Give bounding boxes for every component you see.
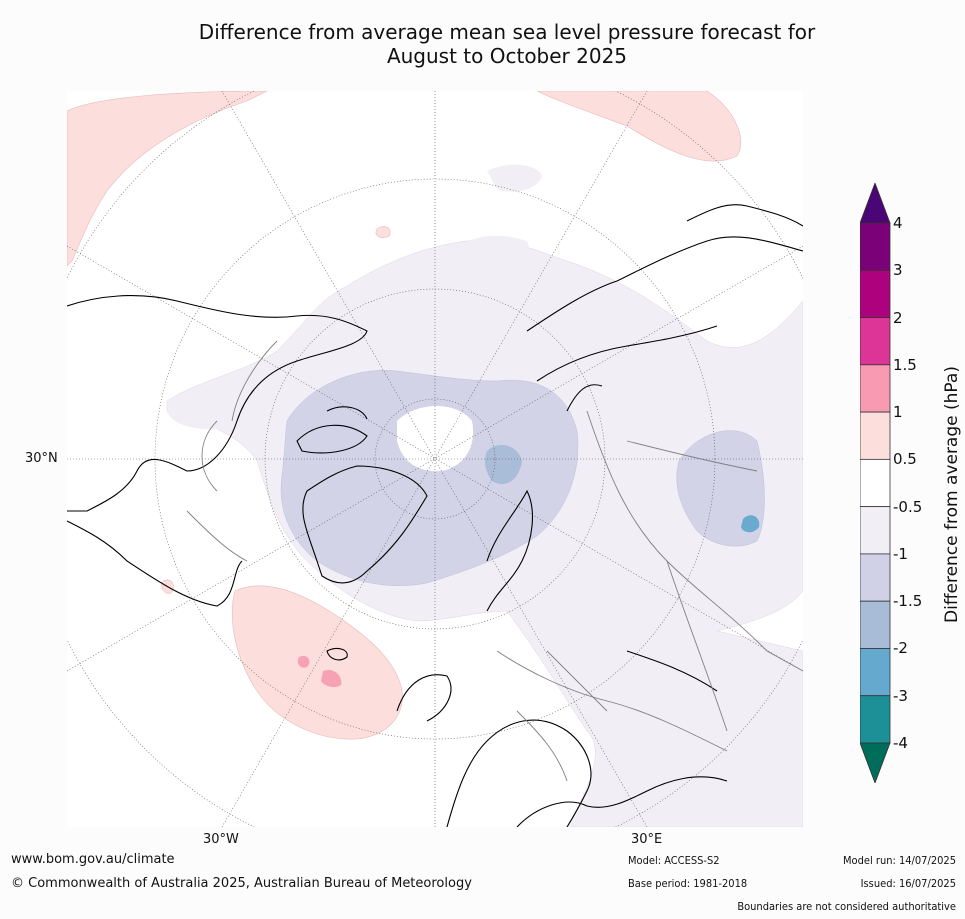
pressure-anomaly-map [67,91,803,827]
lat-label-30n: 30°N [25,451,58,466]
coastlines [67,204,803,827]
anomaly-positive-core-2 [321,669,342,688]
country-borders [186,340,803,782]
colorbar-extend-top [859,181,891,224]
colorbar-tick-label: -1 [893,544,908,563]
lon-label-30w: 30°W [203,832,239,847]
colorbar-tick-label: -3 [893,686,908,705]
colorbar-tick-label: -0.5 [893,497,923,516]
colorbar-band [859,600,891,649]
base-period-text: Base period: 1981-2018 [628,877,748,890]
model-run-text: Model run: 14/07/2025 [843,854,956,867]
colorbar-band [859,695,891,744]
anomaly-free-pole [397,406,474,472]
boundaries-note: Boundaries are not considered authoritat… [737,900,956,913]
anomaly-positive-small [375,226,391,239]
colorbar-band [859,458,891,508]
colorbar-band [859,269,891,318]
issued-text: Issued: 16/07/2025 [860,877,956,890]
anomaly-positive-north-atlantic [232,585,403,740]
anomaly-positive-core-1 [297,655,310,668]
colorbar-extend-bottom [859,742,891,785]
colorbar-tick-label: 1 [893,403,903,422]
map-canvas [67,91,803,827]
map-title: Difference from average mean sea level p… [0,20,965,68]
colorbar-band [859,648,891,697]
anomaly-positive-north-pacific [67,91,268,267]
colorbar-band [859,411,891,460]
model-text: Model: ACCESS-S2 [628,854,720,867]
anomaly-negative-moderate-asia [676,430,765,547]
anomaly-negative-weak-alaska [487,164,542,192]
website-link[interactable]: www.bom.gov.au/climate [11,852,175,867]
anomaly-positive-north-atlantic-north [536,91,741,162]
colorbar-band [859,364,891,413]
title-line-2: August to October 2025 [386,44,628,68]
colorbar-band [859,553,891,602]
copyright-text: © Commonwealth of Australia 2025, Austra… [11,876,472,891]
colorbar-tick-label: 0.5 [893,450,917,469]
colorbar-tick-label: 1.5 [893,355,917,374]
anomaly-negative-weak-pacific [167,391,266,430]
anomaly-negative-strong-baikal [741,515,760,533]
colorbar-band [859,317,891,366]
colorbar-tick-label: 4 [893,214,903,232]
anomaly-negative-weak-north [455,235,530,296]
colorbar-band [859,222,891,271]
colorbar-title: Difference from average (hPa) [942,366,962,623]
colorbar-tick-label: 3 [893,261,903,280]
anomaly-negative-moderate-arctic [280,370,579,586]
colorbar-tick-label: 2 [893,308,903,327]
lon-label-30e: 30°E [631,832,663,847]
anomaly-negative-strong-barents [484,445,522,485]
colorbar-tick-label: -2 [893,639,908,658]
title-line-1: Difference from average mean sea level p… [198,20,816,44]
colorbar-tick-label: -1.5 [893,592,923,611]
colorbar-svg [859,181,891,785]
colorbar [859,181,930,785]
colorbar-band [859,506,891,555]
colorbar-tick-label: -4 [893,734,908,752]
